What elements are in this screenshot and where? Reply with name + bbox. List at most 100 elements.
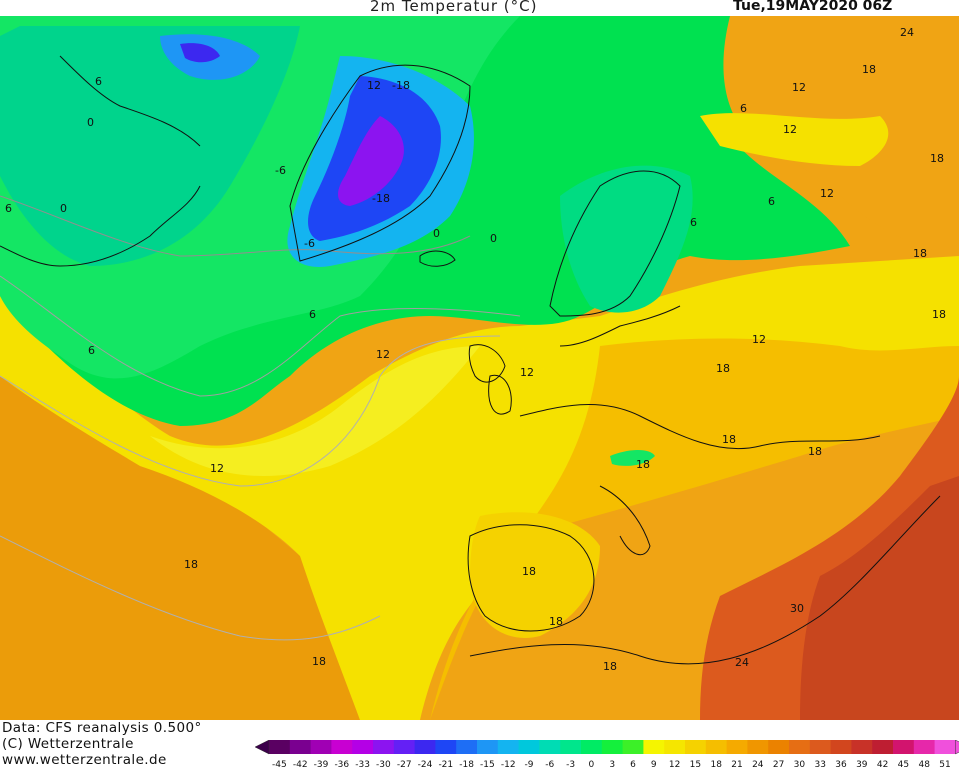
contour-label: -6	[304, 237, 315, 250]
colorbar-tick-label: -24	[418, 760, 433, 770]
colorbar-swatch	[560, 740, 582, 754]
contour-label: 18	[913, 247, 927, 260]
contour-label: 18	[862, 63, 876, 76]
colorbar-swatch	[477, 740, 499, 754]
colorbar-tick-label: -3	[566, 760, 575, 770]
contour-label: 24	[900, 26, 914, 39]
colorbar-tick-label: 21	[731, 760, 742, 770]
map-title: 2m Temperatur (°C)	[370, 0, 538, 15]
colorbar-tick-label: 45	[898, 760, 909, 770]
colorbar-tick-label: -39	[314, 760, 329, 770]
field-iberia	[470, 512, 600, 638]
contour-label: 18	[549, 615, 563, 628]
contour-label: 18	[636, 458, 650, 471]
colorbar-tick-label: 51	[939, 760, 950, 770]
contour-label: 6	[88, 344, 95, 357]
contour-label: 6	[740, 102, 747, 115]
colorbar-tick-label: -18	[459, 760, 474, 770]
contour-label: 12	[376, 348, 390, 361]
contour-label: 18	[808, 445, 822, 458]
contour-label: 12	[210, 462, 224, 475]
colorbar-tick-label: 42	[877, 760, 888, 770]
contour-label: 12	[783, 123, 797, 136]
colorbar-swatch	[352, 740, 374, 754]
colorbar-tick-label: 30	[794, 760, 806, 770]
map-date: Tue,19MAY2020 06Z	[733, 0, 893, 14]
colorbar-left-arrow	[255, 740, 270, 755]
colorbar-swatch	[622, 740, 644, 754]
colorbar-tick-label: -33	[355, 760, 370, 770]
contour-label: 18	[930, 152, 944, 165]
contour-label: 12	[520, 366, 534, 379]
contour-label: 0	[87, 116, 94, 129]
colorbar-tick-label: -45	[272, 760, 287, 770]
contour-label: 6	[95, 75, 102, 88]
colorbar-tick-label: -36	[334, 760, 349, 770]
colorbar-swatch	[456, 740, 478, 754]
isotherm-0	[0, 195, 471, 257]
colorbar-swatch	[539, 740, 561, 754]
colorbar-swatch	[893, 740, 915, 754]
colorbar-swatch	[581, 740, 603, 754]
contour-label: 6	[768, 195, 775, 208]
colorbar-swatch	[310, 740, 332, 754]
colorbar-swatch	[289, 740, 312, 754]
contour-label: 12	[820, 187, 834, 200]
field-teal	[0, 26, 300, 266]
colorbar-swatch	[414, 740, 436, 754]
colorbar-tick-label: 48	[918, 760, 930, 770]
colorbar-tick-label: -6	[545, 760, 554, 770]
colorbar-ticks: -45 -42 -39 -36 -33 -30 -27 -24 -21 -18 -15 -12 -9 -6…	[272, 760, 951, 770]
colorbar-swatch	[872, 740, 894, 754]
colorbar-swatch	[726, 740, 748, 754]
colorbar-swatches	[269, 740, 956, 754]
colorbar-swatch	[705, 740, 728, 754]
colorbar-tick-label: -9	[525, 760, 534, 770]
contour-label: 6	[690, 216, 697, 229]
colorbar-tick-label: -42	[293, 760, 308, 770]
colorbar-swatch	[685, 740, 707, 754]
contour-label: 18	[522, 565, 536, 578]
contour-label: -18	[392, 79, 410, 92]
field-yellow-light	[150, 346, 480, 476]
data-source-text: Data: CFS reanalysis 0.500°	[2, 720, 202, 736]
colorbar-tick-label: 27	[773, 760, 784, 770]
field-scandinavia	[560, 165, 693, 313]
contour-label: -18	[372, 192, 390, 205]
colorbar-swatch	[830, 740, 852, 754]
colorbar-swatch	[393, 740, 416, 754]
colorbar-tick-label: -15	[480, 760, 495, 770]
colorbar-swatch	[643, 740, 665, 754]
contour-label: 0	[433, 227, 440, 240]
contour-label: 18	[932, 308, 946, 321]
colorbar-tick-label: 15	[690, 760, 701, 770]
contour-label: 18	[722, 433, 736, 446]
colorbar-tick-label: -21	[438, 760, 453, 770]
colorbar-swatch	[331, 740, 353, 754]
contour-label: 30	[790, 602, 804, 615]
colorbar-tick-label: -30	[376, 760, 391, 770]
colorbar-swatch	[601, 740, 624, 754]
colorbar-tick-label: 12	[669, 760, 680, 770]
colorbar-swatch	[809, 740, 832, 754]
contour-label-group: 24 18 12 12 18 12 6 18 6 6 0 -6 0 12 -18…	[5, 26, 946, 673]
contour-label: 18	[312, 655, 326, 668]
colorbar-swatch	[497, 740, 520, 754]
field-russia-yellow	[700, 113, 889, 166]
contour-label: 18	[184, 558, 198, 571]
colorbar-tick-label: 0	[589, 760, 595, 770]
website-text: www.wetterzentrale.de	[2, 752, 167, 768]
contour-label: 12	[792, 81, 806, 94]
contour-label: 12	[752, 333, 766, 346]
colorbar: -45 -42 -39 -36 -33 -30 -27 -24 -21 -18 -15 -12 -9 -6…	[255, 740, 959, 770]
colorbar-swatch	[913, 740, 936, 754]
contour-label: -6	[275, 164, 286, 177]
coastlines	[0, 55, 941, 665]
colorbar-swatch	[664, 740, 686, 754]
isotherm-6	[0, 275, 521, 397]
colorbar-tick-label: 24	[752, 760, 764, 770]
contour-label: 6	[309, 308, 316, 321]
field-greenland-purple	[338, 116, 404, 206]
contour-label: 12	[367, 79, 381, 92]
colorbar-tick-label: -12	[501, 760, 516, 770]
